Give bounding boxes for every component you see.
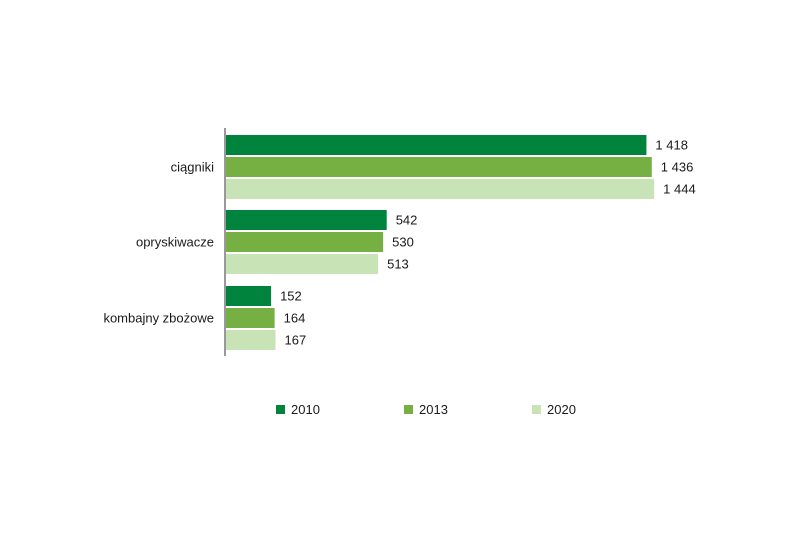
bar-2010-0 [226, 135, 647, 155]
bars [226, 135, 655, 350]
value-label-2013-0: 1 436 [661, 160, 694, 175]
legend: 2010 2013 2020 [0, 402, 800, 422]
value-label-2020-1: 513 [387, 257, 409, 272]
value-label-2013-2: 164 [284, 311, 306, 326]
category-label-2: kombajny zbożowe [103, 311, 214, 326]
value-label-2020-0: 1 444 [663, 182, 696, 197]
bar-2020-0 [226, 179, 655, 199]
legend-label-2010: 2010 [291, 402, 320, 417]
bar-2013-2 [226, 308, 275, 328]
value-label-2010-2: 152 [280, 289, 302, 304]
legend-label-2020: 2020 [547, 402, 576, 417]
value-label-2020-2: 167 [285, 333, 307, 348]
bar-2010-2 [226, 286, 272, 306]
legend-swatch-2020 [532, 405, 541, 414]
bar-2020-2 [226, 330, 276, 350]
bar-2020-1 [226, 254, 379, 274]
value-labels: 1 418 1 436 1 444 542 530 513 152 164 167 [280, 138, 696, 348]
legend-swatch-2010 [276, 405, 285, 414]
bar-2013-1 [226, 232, 384, 252]
value-label-2010-1: 542 [396, 213, 418, 228]
bar-2013-0 [226, 157, 652, 177]
bar-2010-1 [226, 210, 387, 230]
legend-item-2013: 2013 [404, 402, 448, 417]
value-label-2013-1: 530 [392, 235, 414, 250]
legend-swatch-2013 [404, 405, 413, 414]
legend-item-2010: 2010 [276, 402, 320, 417]
legend-item-2020: 2020 [532, 402, 576, 417]
legend-label-2013: 2013 [419, 402, 448, 417]
value-label-2010-0: 1 418 [655, 138, 688, 153]
category-label-1: opryskiwacze [136, 235, 214, 250]
category-labels: ciągniki opryskiwacze kombajny zbożowe [103, 160, 214, 326]
category-label-0: ciągniki [171, 160, 214, 175]
